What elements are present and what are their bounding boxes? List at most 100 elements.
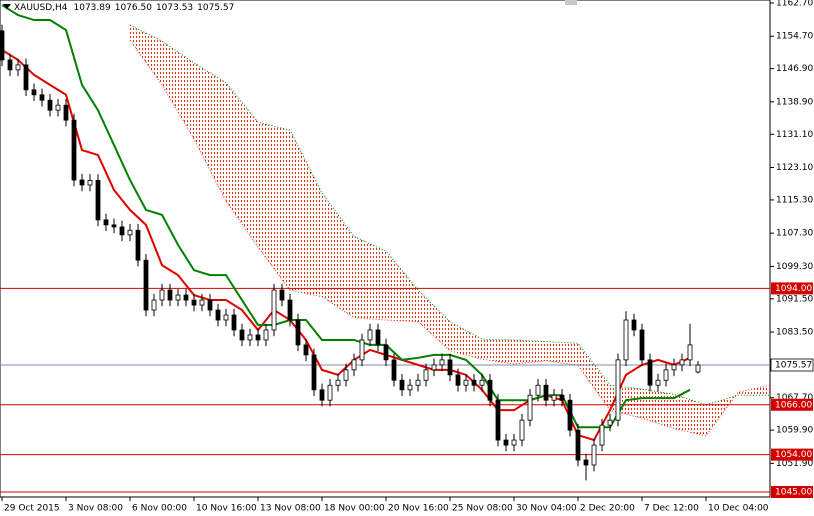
candle-body: [327, 384, 333, 401]
candle-body: [127, 229, 133, 236]
candle-body: [183, 294, 189, 301]
candle-body: [375, 329, 381, 346]
x-tick-label: 18 Nov 00:00: [324, 504, 385, 514]
x-tick-label: 10 Nov 16:00: [196, 504, 257, 514]
level-label-box: [771, 282, 813, 295]
x-tick-label: 30 Nov 04:00: [516, 504, 577, 514]
x-tick-label: 29 Oct 2015: [4, 504, 60, 514]
candle-body: [647, 359, 653, 386]
candle-body: [439, 359, 445, 366]
level-label-box: [771, 486, 813, 499]
y-tick-label: 1162.70: [776, 0, 813, 8]
candle-body: [455, 374, 461, 386]
candle-body: [447, 359, 453, 376]
level-label-box: [771, 398, 813, 411]
candle-body: [391, 359, 397, 381]
chart-header: XAUUSD,H4 1073.89 1076.50 1073.53 1075.57: [14, 3, 234, 13]
candle-body: [679, 359, 685, 366]
x-tick-label: 6 Nov 00:00: [132, 504, 187, 514]
candle-body: [519, 419, 525, 441]
candle-body: [167, 289, 173, 301]
x-tick-label: 13 Nov 08:00: [260, 504, 321, 514]
candle-body: [31, 89, 37, 96]
level-label: 1045.00: [775, 488, 812, 498]
candle-body: [399, 379, 405, 391]
candle-body: [575, 429, 581, 461]
candle-body: [263, 329, 269, 341]
candle-body: [407, 384, 413, 391]
candle-body: [591, 444, 597, 466]
header-low: 1073.53: [156, 3, 193, 13]
symbol: XAUUSD,H4: [14, 3, 68, 13]
y-tick-label: 1154.70: [776, 32, 813, 42]
candle-body: [15, 64, 21, 71]
y-tick-label: 1051.90: [776, 459, 813, 469]
indicator-line: [1, 4, 691, 429]
candle-body: [287, 299, 293, 321]
level-label-box: [771, 448, 813, 461]
scroll-tab[interactable]: [565, 0, 577, 5]
candle-body: [311, 354, 317, 391]
candle-body: [671, 364, 677, 371]
candle-body: [599, 424, 605, 446]
candle-body: [655, 379, 661, 386]
header-close: 1075.57: [197, 3, 234, 13]
candle-body: [431, 364, 437, 371]
candle-body: [543, 384, 549, 401]
candle-body: [247, 334, 253, 341]
candle-body: [71, 119, 77, 181]
candle-body: [143, 259, 149, 311]
menu-arrow[interactable]: [3, 4, 11, 9]
candle-body: [607, 419, 613, 426]
candle-body: [471, 379, 477, 386]
candle-body: [223, 314, 229, 321]
candle-body: [255, 334, 261, 341]
candle-body: [503, 439, 509, 446]
candle-body: [463, 379, 469, 386]
candle-body: [119, 226, 125, 236]
candle-body: [335, 379, 341, 386]
x-tick-label: 20 Nov 16:00: [388, 504, 449, 514]
level-label: 1094.00: [775, 284, 812, 294]
y-tick-label: 1131.10: [776, 130, 813, 140]
y-tick-label: 1091.50: [776, 294, 813, 304]
candle-body: [567, 399, 573, 431]
level-label: 1054.00: [775, 450, 812, 460]
candle-body: [199, 299, 205, 306]
candle-body: [527, 394, 533, 421]
candle-body: [559, 394, 565, 401]
candle-body: [271, 289, 277, 331]
candle-body: [623, 319, 629, 361]
candle-body: [103, 219, 109, 226]
candle-body: [135, 229, 141, 261]
y-tick-label: 1123.10: [776, 163, 813, 173]
candle-body: [687, 344, 693, 361]
plot-frame: [0, 0, 771, 498]
candle-body: [151, 299, 157, 311]
candle-body: [7, 59, 13, 71]
candle-body: [79, 179, 85, 186]
candle-body: [479, 379, 485, 386]
x-tick-label: 3 Nov 08:00: [68, 504, 123, 514]
candle-body: [343, 369, 349, 381]
y-tick-label: 1107.30: [776, 229, 813, 239]
candle-body: [303, 344, 309, 356]
cloud: [130, 25, 770, 436]
candle-body: [535, 384, 541, 396]
y-tick-label: 1099.30: [776, 262, 813, 272]
candle-body: [239, 329, 245, 341]
candle-body: [0, 30, 5, 61]
candle-body: [191, 299, 197, 306]
candle-body: [583, 459, 589, 466]
candle-body: [663, 369, 669, 381]
span-b: [129, 24, 770, 406]
candle-body: [39, 94, 45, 101]
candle-body: [319, 389, 325, 401]
candle-body: [231, 314, 237, 331]
candle-body: [55, 104, 61, 111]
candle-body: [367, 329, 373, 341]
candle-body: [159, 289, 165, 301]
candle-body: [415, 379, 421, 386]
candle-body: [207, 299, 213, 311]
y-tick-label: 1138.90: [776, 97, 813, 107]
